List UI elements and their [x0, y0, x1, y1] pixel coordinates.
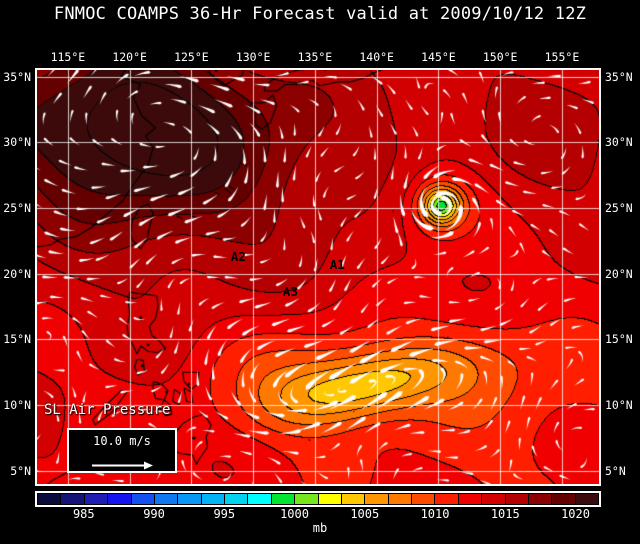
lat-tick-r-15: 15°N	[605, 332, 633, 347]
lat-tick-l-20: 20°N	[3, 266, 31, 281]
colorbar-cell-1[interactable]	[61, 494, 84, 504]
map-plot-frame[interactable]	[35, 68, 601, 486]
colorbar-cell-3[interactable]	[108, 494, 131, 504]
lat-tick-l-5: 5°N	[10, 463, 31, 478]
colorbar-cell-4[interactable]	[131, 494, 154, 504]
lon-tick-115: 115°E	[50, 50, 86, 64]
colorbar[interactable]	[35, 491, 601, 507]
annotation-a2: A2	[230, 248, 246, 264]
vector-scale-legend: 10.0 m/s	[67, 428, 177, 473]
lat-tick-r-25: 25°N	[605, 201, 633, 215]
colorbar-cell-20[interactable]	[505, 494, 528, 504]
colorbar-unit-label: mb	[312, 521, 328, 535]
lon-tick-135: 135°E	[297, 50, 333, 64]
lon-tick-145: 145°E	[421, 50, 456, 64]
colorbar-cell-11[interactable]	[295, 494, 318, 504]
lat-tick-r-20: 20°N	[605, 266, 633, 281]
lat-tick-l-15: 15°N	[3, 332, 31, 347]
lon-tick-155: 155°E	[544, 50, 580, 64]
lat-tick-l-10: 10°N	[3, 398, 31, 413]
colorbar-tick-995: 995	[213, 507, 236, 521]
colorbar-cell-0[interactable]	[38, 494, 61, 504]
colorbar-cell-22[interactable]	[552, 494, 575, 504]
colorbar-cell-8[interactable]	[225, 494, 248, 504]
colorbar-cell-17[interactable]	[435, 494, 458, 504]
lat-tick-r-35: 35°N	[605, 69, 633, 84]
arrow-right-icon	[92, 461, 153, 470]
lon-tick-140: 140°E	[359, 50, 394, 64]
colorbar-cell-12[interactable]	[318, 494, 341, 504]
vector-scale-value: 10.0 m/s	[93, 434, 151, 448]
colorbar-cell-23[interactable]	[575, 494, 598, 504]
lon-tick-150: 150°E	[482, 50, 518, 64]
colorbar-cell-6[interactable]	[178, 494, 201, 504]
lon-tick-125: 125°E	[174, 50, 209, 64]
colorbar-cell-13[interactable]	[341, 494, 365, 504]
colorbar-cell-14[interactable]	[365, 494, 388, 504]
colorbar-cell-10[interactable]	[271, 494, 295, 504]
page-title: FNMOC COAMPS 36-Hr Forecast valid at 200…	[53, 4, 587, 24]
colorbar-tick-1015: 1015	[490, 507, 520, 521]
colorbar-cell-16[interactable]	[412, 494, 435, 504]
lat-tick-l-35: 35°N	[3, 69, 31, 84]
colorbar-cell-21[interactable]	[528, 494, 552, 504]
colorbar-tick-985: 985	[72, 507, 95, 521]
lon-tick-120: 120°E	[112, 50, 147, 64]
colorbar-tick-990: 990	[143, 507, 165, 521]
colorbar-cell-19[interactable]	[482, 494, 505, 504]
pressure-wind-map[interactable]	[37, 70, 599, 484]
colorbar-cell-18[interactable]	[458, 494, 482, 504]
lat-tick-r-5: 5°N	[605, 463, 626, 478]
lon-tick-130: 130°E	[235, 50, 271, 64]
lat-tick-r-30: 30°N	[605, 135, 633, 150]
lat-tick-l-25: 25°N	[3, 201, 31, 215]
field-label: SL Air Pressure	[44, 402, 171, 418]
lat-tick-r-10: 10°N	[605, 398, 633, 413]
lat-tick-l-30: 30°N	[3, 135, 31, 150]
annotation-a3: A3	[282, 284, 298, 300]
colorbar-tick-1000: 1000	[280, 507, 309, 521]
colorbar-cell-2[interactable]	[84, 494, 108, 504]
colorbar-cell-9[interactable]	[248, 494, 271, 504]
annotation-a1: A1	[329, 256, 345, 272]
colorbar-cell-7[interactable]	[201, 494, 224, 504]
colorbar-tick-1005: 1005	[350, 507, 380, 521]
colorbar-cell-5[interactable]	[154, 494, 178, 504]
colorbar-tick-1020: 1020	[561, 507, 590, 521]
colorbar-tick-1010: 1010	[420, 507, 450, 521]
colorbar-cell-15[interactable]	[388, 494, 411, 504]
